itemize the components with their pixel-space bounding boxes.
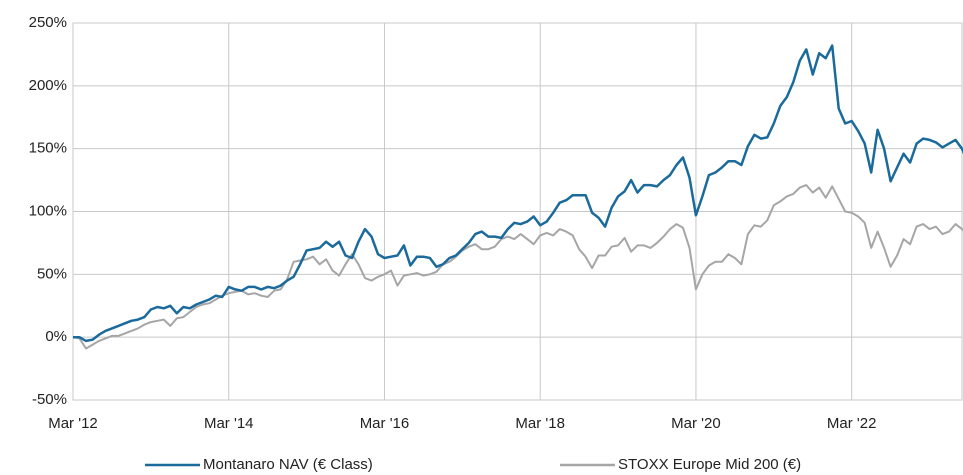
series-line	[73, 44, 963, 343]
x-tick-label: Mar '22	[827, 415, 877, 432]
y-tick-label: 200%	[29, 77, 67, 94]
x-tick-label: Mar '14	[204, 415, 254, 432]
y-tick-label: 50%	[37, 265, 67, 282]
x-tick-label: Mar '16	[360, 415, 410, 432]
y-tick-label: 150%	[29, 140, 67, 157]
legend-label: Montanaro NAV (€ Class)	[203, 456, 373, 473]
x-tick-label: Mar '20	[671, 415, 721, 432]
x-tick-label: Mar '12	[48, 415, 98, 432]
y-tick-label: 0%	[45, 328, 67, 345]
y-tick-label: -50%	[32, 391, 67, 408]
y-tick-label: 100%	[29, 202, 67, 219]
x-tick-label: Mar '18	[515, 415, 565, 432]
legend-label: STOXX Europe Mid 200 (€)	[618, 456, 801, 473]
y-tick-label: 250%	[29, 14, 67, 31]
